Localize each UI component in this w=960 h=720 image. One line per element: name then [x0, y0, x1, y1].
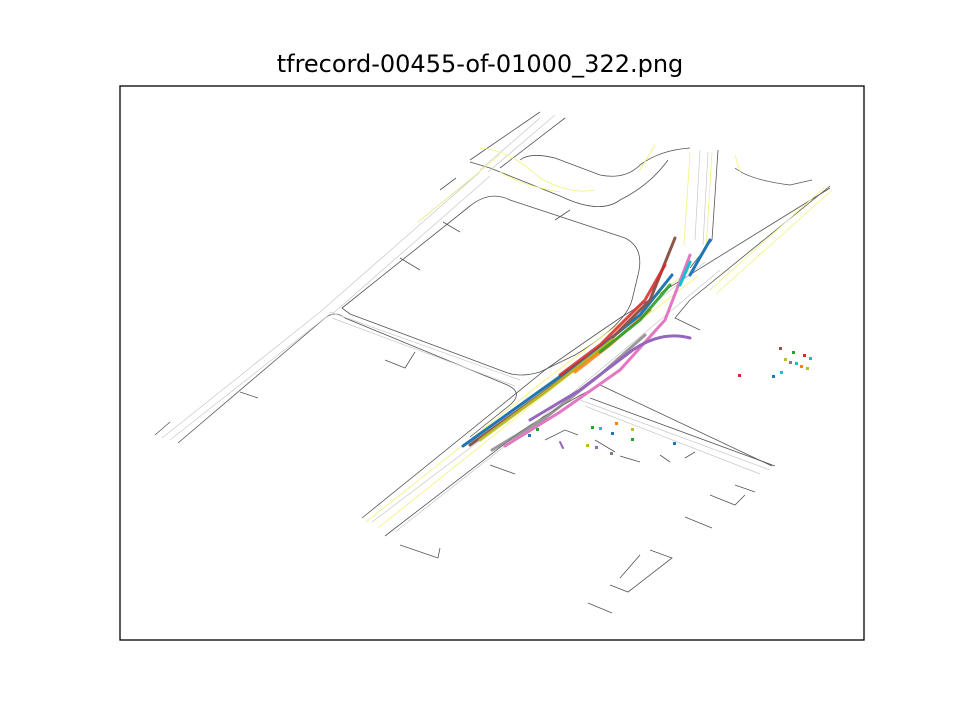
road-edge [609, 549, 673, 593]
center-line [417, 154, 501, 223]
trajectory [490, 333, 647, 452]
road-edge [341, 195, 641, 376]
lane-line [487, 114, 556, 173]
road-edge [554, 209, 571, 221]
road-edge [177, 313, 517, 444]
road-edge [499, 117, 566, 169]
lane-line [694, 149, 701, 241]
center-lines [365, 144, 833, 529]
lane-lines [161, 114, 771, 533]
agent-marker [615, 422, 618, 425]
center-line [705, 151, 713, 251]
road-edge [154, 421, 171, 436]
road-edge [689, 149, 719, 269]
road-edge [684, 451, 696, 459]
agent-marker [611, 432, 614, 435]
center-line [639, 144, 656, 171]
trajectory [688, 238, 712, 277]
road-edge [709, 494, 746, 506]
lane-line [161, 311, 321, 439]
agent-marker [795, 362, 798, 365]
lane-line [331, 317, 516, 387]
road-edge [439, 177, 457, 191]
road-edge [587, 602, 613, 614]
center-line [499, 171, 561, 193]
trajectory [598, 283, 672, 354]
agents [528, 347, 812, 455]
lane-line [329, 175, 491, 317]
trajectories [461, 236, 712, 452]
road-edge [619, 455, 641, 463]
agent-marker [806, 367, 809, 370]
agent-marker [792, 351, 795, 354]
road-edge [674, 185, 831, 331]
road-edge [384, 351, 416, 369]
trajectory [558, 263, 667, 377]
lane-line [329, 311, 521, 381]
agent-marker [780, 371, 783, 374]
road-edge [519, 147, 691, 177]
agent-marker [789, 361, 792, 364]
trajectory [528, 334, 692, 422]
trajectory [559, 441, 564, 449]
lane-line [579, 399, 771, 471]
trajectory [678, 260, 692, 287]
lane-line [394, 269, 721, 533]
agent-marker [803, 354, 806, 357]
agent-marker [779, 347, 782, 350]
road-edge [239, 391, 259, 399]
agent-marker [772, 375, 775, 378]
road-edge [619, 554, 641, 579]
road-edge [659, 454, 671, 463]
agent-marker [809, 357, 812, 360]
agent-marker [631, 438, 634, 441]
road-edge [489, 464, 516, 475]
road-edge [469, 111, 541, 161]
lane-line [319, 171, 481, 313]
road-edge [594, 439, 616, 453]
road-edge [544, 429, 579, 441]
agent-marker [528, 434, 531, 437]
agent-marker [738, 374, 741, 377]
center-line [734, 154, 741, 173]
center-line [377, 275, 699, 529]
road-edge [734, 484, 756, 493]
road-edge [589, 397, 776, 467]
center-line [683, 151, 691, 246]
agent-marker [673, 442, 676, 445]
agent-marker [591, 426, 594, 429]
agent-marker [599, 427, 602, 430]
trajectory [503, 253, 692, 448]
road-edge [399, 257, 421, 271]
road-edge [442, 221, 461, 233]
trajectory [461, 273, 674, 448]
agent-marker [800, 365, 803, 368]
center-line [709, 185, 827, 291]
agent-marker [595, 446, 598, 449]
road-edge [469, 159, 669, 208]
figure-title: tfrecord-00455-of-01000_322.png [276, 50, 684, 78]
agent-marker [586, 444, 589, 447]
center-line [715, 189, 833, 295]
trajectory [478, 338, 614, 442]
agent-marker [536, 428, 539, 431]
agent-marker [610, 452, 613, 455]
lane-line [702, 151, 709, 246]
agent-marker [784, 358, 787, 361]
road-edge [399, 544, 441, 559]
axes-frame [119, 85, 865, 641]
agent-marker [631, 428, 634, 431]
road-edge [684, 516, 713, 529]
lane-line [479, 117, 541, 171]
lane-line [584, 405, 761, 475]
lane-line [169, 313, 331, 441]
road-edge [734, 167, 813, 186]
center-line [479, 147, 596, 192]
